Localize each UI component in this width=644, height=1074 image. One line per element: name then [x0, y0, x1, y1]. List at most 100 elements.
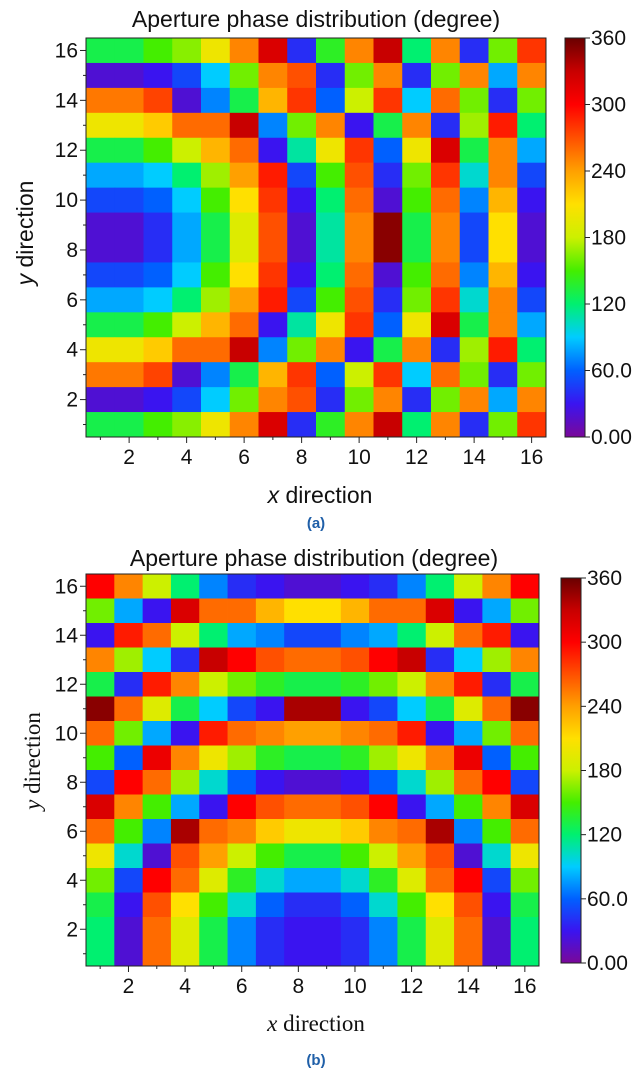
- x-tick-label: 10: [343, 975, 366, 998]
- heatmap-cell: [510, 672, 540, 697]
- y-tick-label: 8: [66, 771, 78, 794]
- heatmap-cell: [172, 287, 202, 313]
- heatmap-cell: [340, 574, 370, 599]
- colorbar-tick-label: 0.00: [587, 952, 628, 975]
- heatmap-cell: [86, 237, 116, 263]
- heatmap-cell: [143, 112, 173, 139]
- x-tick-label: 2: [123, 975, 135, 998]
- heatmap-cell: [373, 412, 403, 438]
- heatmap-cell: [340, 672, 370, 697]
- heatmap-cell: [316, 38, 346, 64]
- heatmap-cell: [312, 941, 342, 967]
- heatmap-cell: [114, 941, 144, 967]
- heatmap-cell: [287, 112, 317, 139]
- heatmap-cell: [201, 412, 231, 438]
- panel-label-b: (b): [306, 1052, 325, 1069]
- y-tick-label: 12: [55, 673, 78, 696]
- y-tick-label: 2: [66, 389, 78, 412]
- heatmap-cell: [258, 112, 288, 139]
- heatmap-cell: [227, 868, 257, 893]
- heatmap-cell: [517, 112, 547, 139]
- heatmap-cell: [402, 287, 432, 313]
- heatmap-cell: [229, 312, 259, 338]
- heatmap-cell: [373, 237, 403, 263]
- heatmap-cell: [229, 38, 259, 64]
- heatmap-cell: [402, 362, 432, 388]
- heatmap-cell: [373, 262, 403, 288]
- heatmap-cell: [86, 672, 115, 697]
- heatmap-cell: [488, 337, 518, 363]
- x-axis-b: 2 4 6 8 10 12 14 16: [99, 966, 537, 998]
- heatmap-cell: [459, 212, 489, 238]
- heatmap-cell: [344, 412, 374, 438]
- heatmap-cell: [227, 647, 257, 673]
- heatmap-cell: [340, 623, 370, 648]
- heatmap-cell: [488, 87, 518, 114]
- heatmap-cell: [255, 794, 285, 820]
- plot-frame-b: [85, 573, 540, 967]
- heatmap-cell: [397, 598, 427, 624]
- heatmap-cell: [488, 38, 518, 64]
- heatmap-cell: [142, 696, 172, 722]
- colorbar-tick-label: 60.0: [587, 888, 628, 911]
- heatmap-cell: [488, 312, 518, 338]
- heatmap-cell: [199, 941, 228, 967]
- heatmap-cell: [258, 412, 288, 438]
- heatmap-cell: [172, 237, 202, 263]
- heatmap-cell: [425, 868, 455, 893]
- heatmap-cell: [397, 843, 427, 869]
- heatmap-cell: [425, 941, 455, 967]
- heatmap-cell: [431, 187, 461, 213]
- heatmap-cell: [482, 745, 512, 771]
- colorbar-tick-label: 300: [587, 631, 622, 654]
- heatmap-cell: [229, 62, 259, 89]
- heatmap-cell: [312, 770, 342, 795]
- colorbar-tick-label: 60.0: [591, 360, 632, 383]
- heatmap-cell: [312, 819, 342, 844]
- heatmap-cell: [201, 287, 231, 313]
- plot-frame-a: [85, 37, 547, 438]
- heatmap-cell: [227, 672, 257, 697]
- heatmap-cell: [142, 868, 172, 893]
- heatmap-cell: [170, 745, 200, 771]
- heatmap-cell: [482, 672, 512, 697]
- heatmap-cell: [488, 412, 518, 438]
- heatmap-cell: [425, 892, 455, 918]
- heatmap-cells-b: [86, 574, 540, 967]
- heatmap-cell: [431, 137, 461, 164]
- heatmap-cell: [86, 770, 115, 795]
- heatmap-cell: [402, 112, 432, 139]
- heatmap-cell: [255, 941, 285, 967]
- heatmap-cell: [344, 212, 374, 238]
- x-tick-label: 10: [347, 446, 370, 469]
- y-tick-label: 6: [66, 820, 78, 843]
- heatmap-cell: [86, 574, 115, 599]
- heatmap-cell: [454, 745, 483, 771]
- heatmap-cell: [287, 212, 317, 238]
- heatmap-cell: [454, 770, 483, 795]
- heatmap-cell: [397, 819, 427, 844]
- heatmap-cell: [517, 387, 547, 413]
- heatmap-cell: [459, 237, 489, 263]
- heatmap-cell: [142, 941, 172, 967]
- heatmap-cell: [312, 623, 342, 648]
- heatmap-cell: [373, 362, 403, 388]
- heatmap-cell: [201, 337, 231, 363]
- heatmap-cell: [340, 819, 370, 844]
- y-tick-label: 14: [55, 624, 79, 647]
- heatmap-cell: [369, 721, 398, 746]
- heatmap-cell: [199, 917, 228, 942]
- heatmap-cell: [344, 38, 374, 64]
- heatmap-cell: [201, 187, 231, 213]
- colorbar-b: [560, 577, 582, 964]
- y-tick-label: 6: [66, 289, 78, 312]
- heatmap-cell: [344, 112, 374, 139]
- heatmap-cell: [284, 941, 313, 967]
- heatmap-cell: [425, 672, 455, 697]
- heatmap-cell: [142, 598, 172, 624]
- heatmap-cell: [397, 672, 427, 697]
- heatmap-cell: [510, 917, 540, 942]
- heatmap-cell: [284, 868, 313, 893]
- heatmap-cell: [258, 287, 288, 313]
- heatmap-cell: [114, 287, 144, 313]
